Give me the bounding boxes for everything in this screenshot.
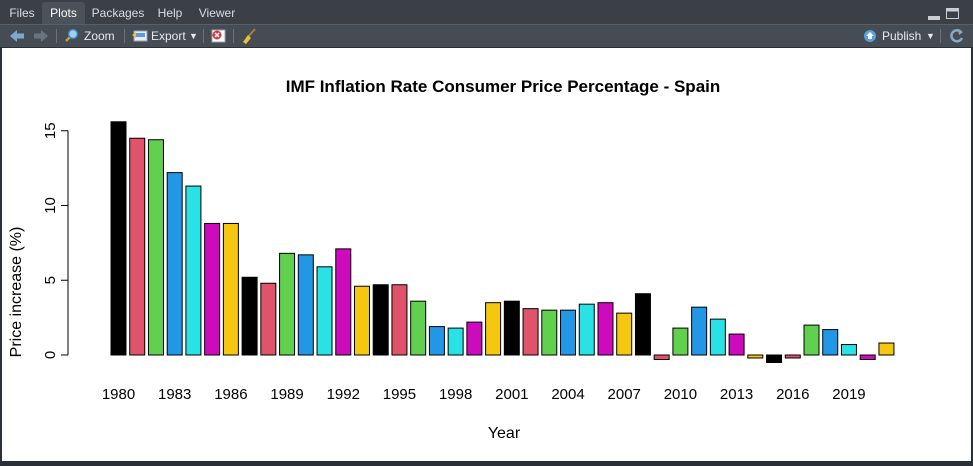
maximize-pane-icon[interactable] [946, 7, 959, 19]
bar-2001 [503, 300, 520, 356]
tab-packages[interactable]: Packages [91, 6, 145, 20]
bar-2003 [541, 309, 558, 356]
bar-1980 [110, 121, 127, 356]
tab-help[interactable]: Help [157, 6, 183, 20]
bar-2009 [653, 354, 670, 360]
publish-dropdown-icon[interactable]: ▼ [926, 31, 935, 41]
x-tick-label-2019: 2019 [832, 386, 865, 403]
bar-2012 [709, 318, 726, 356]
bar-1992 [335, 248, 352, 356]
x-tick-label-2001: 2001 [495, 386, 528, 403]
tab-plots[interactable]: Plots [42, 2, 85, 24]
bar-1988 [260, 282, 277, 356]
tab-viewer[interactable]: Viewer [198, 6, 236, 20]
bar-2018 [822, 329, 839, 356]
bar-2020 [859, 354, 876, 360]
bar-2004 [560, 309, 577, 356]
plot-viewer: IMF Inflation Rate Consumer Price Percen… [2, 48, 971, 461]
x-tick-label-1983: 1983 [158, 386, 191, 403]
refresh-icon[interactable] [948, 25, 966, 47]
chart-title: IMF Inflation Rate Consumer Price Percen… [286, 77, 721, 96]
y-axis: 0 5 10 15 [42, 122, 69, 359]
x-tick-label-1998: 1998 [439, 386, 472, 403]
bar-1982 [147, 139, 164, 356]
plots-toolbar: Zoom Export ▼ Publish ▼ [0, 24, 973, 48]
y-axis-label: Price increase (%) [8, 227, 25, 358]
bar-1998 [447, 327, 464, 356]
bar-chart: IMF Inflation Rate Consumer Price Percen… [8, 77, 895, 442]
magnifier-icon[interactable] [64, 25, 80, 47]
bar-2006 [597, 302, 614, 356]
bar-1989 [279, 252, 296, 356]
bar-2008 [634, 293, 651, 356]
publish-icon[interactable] [862, 25, 880, 47]
y-tick-label-10: 10 [42, 197, 59, 214]
tab-files[interactable]: Files [9, 6, 35, 20]
x-axis-tick-labels: 1980 1983 1986 1989 1992 1995 1998 2001 2004 2007… [102, 386, 866, 403]
x-tick-label-2004: 2004 [551, 386, 584, 403]
bar-2007 [616, 312, 633, 356]
bar-1991 [316, 266, 333, 356]
x-tick-label-2007: 2007 [608, 386, 641, 403]
bar-2002 [522, 308, 539, 356]
bar-1986 [222, 222, 239, 356]
arrow-right-icon[interactable] [32, 25, 50, 47]
x-tick-label-1992: 1992 [327, 386, 360, 403]
bar-1995 [391, 284, 408, 356]
bar-2017 [803, 324, 820, 356]
bar-1981 [129, 137, 146, 356]
pane-tab-bar: Files Plots Packages Help Viewer [0, 0, 973, 24]
broom-icon[interactable] [240, 25, 258, 47]
x-tick-label-1995: 1995 [383, 386, 416, 403]
bar-2011 [691, 306, 708, 356]
bar-1996 [410, 300, 427, 356]
export-icon[interactable] [131, 25, 149, 47]
bar-2021 [878, 342, 895, 356]
bar-2016 [784, 354, 801, 359]
x-tick-label-2010: 2010 [664, 386, 697, 403]
bar-1993 [353, 285, 370, 356]
export-button[interactable]: Export [151, 29, 186, 43]
x-tick-label-1986: 1986 [214, 386, 247, 403]
bar-2019 [840, 344, 857, 356]
bar-2013 [728, 333, 745, 356]
y-tick-label-0: 0 [42, 351, 59, 359]
x-tick-label-1980: 1980 [102, 386, 135, 403]
y-tick-label-5: 5 [42, 276, 59, 284]
bar-1983 [166, 172, 183, 356]
x-tick-label-1989: 1989 [270, 386, 303, 403]
bar-1985 [204, 222, 221, 356]
bar-2010 [672, 327, 689, 356]
minimize-pane-icon[interactable] [928, 7, 940, 20]
bar-2014 [747, 354, 764, 359]
x-tick-label-2016: 2016 [776, 386, 809, 403]
arrow-left-icon[interactable] [8, 25, 26, 47]
bar-1987 [241, 276, 258, 356]
y-tick-label-15: 15 [42, 122, 59, 139]
bar-2000 [485, 302, 502, 356]
bar-1999 [466, 321, 483, 356]
delete-plot-icon[interactable] [210, 25, 228, 47]
bar-1997 [428, 326, 445, 356]
export-dropdown-icon[interactable]: ▼ [189, 31, 198, 41]
bar-2015 [766, 354, 783, 363]
x-axis-label: Year [488, 425, 521, 442]
zoom-button[interactable]: Zoom [84, 29, 115, 43]
bars [110, 121, 895, 363]
bar-1984 [185, 185, 202, 356]
bar-1994 [372, 284, 389, 356]
x-tick-label-2013: 2013 [720, 386, 753, 403]
publish-button[interactable]: Publish [882, 29, 922, 43]
bar-2005 [578, 303, 595, 356]
bar-1990 [297, 254, 314, 356]
